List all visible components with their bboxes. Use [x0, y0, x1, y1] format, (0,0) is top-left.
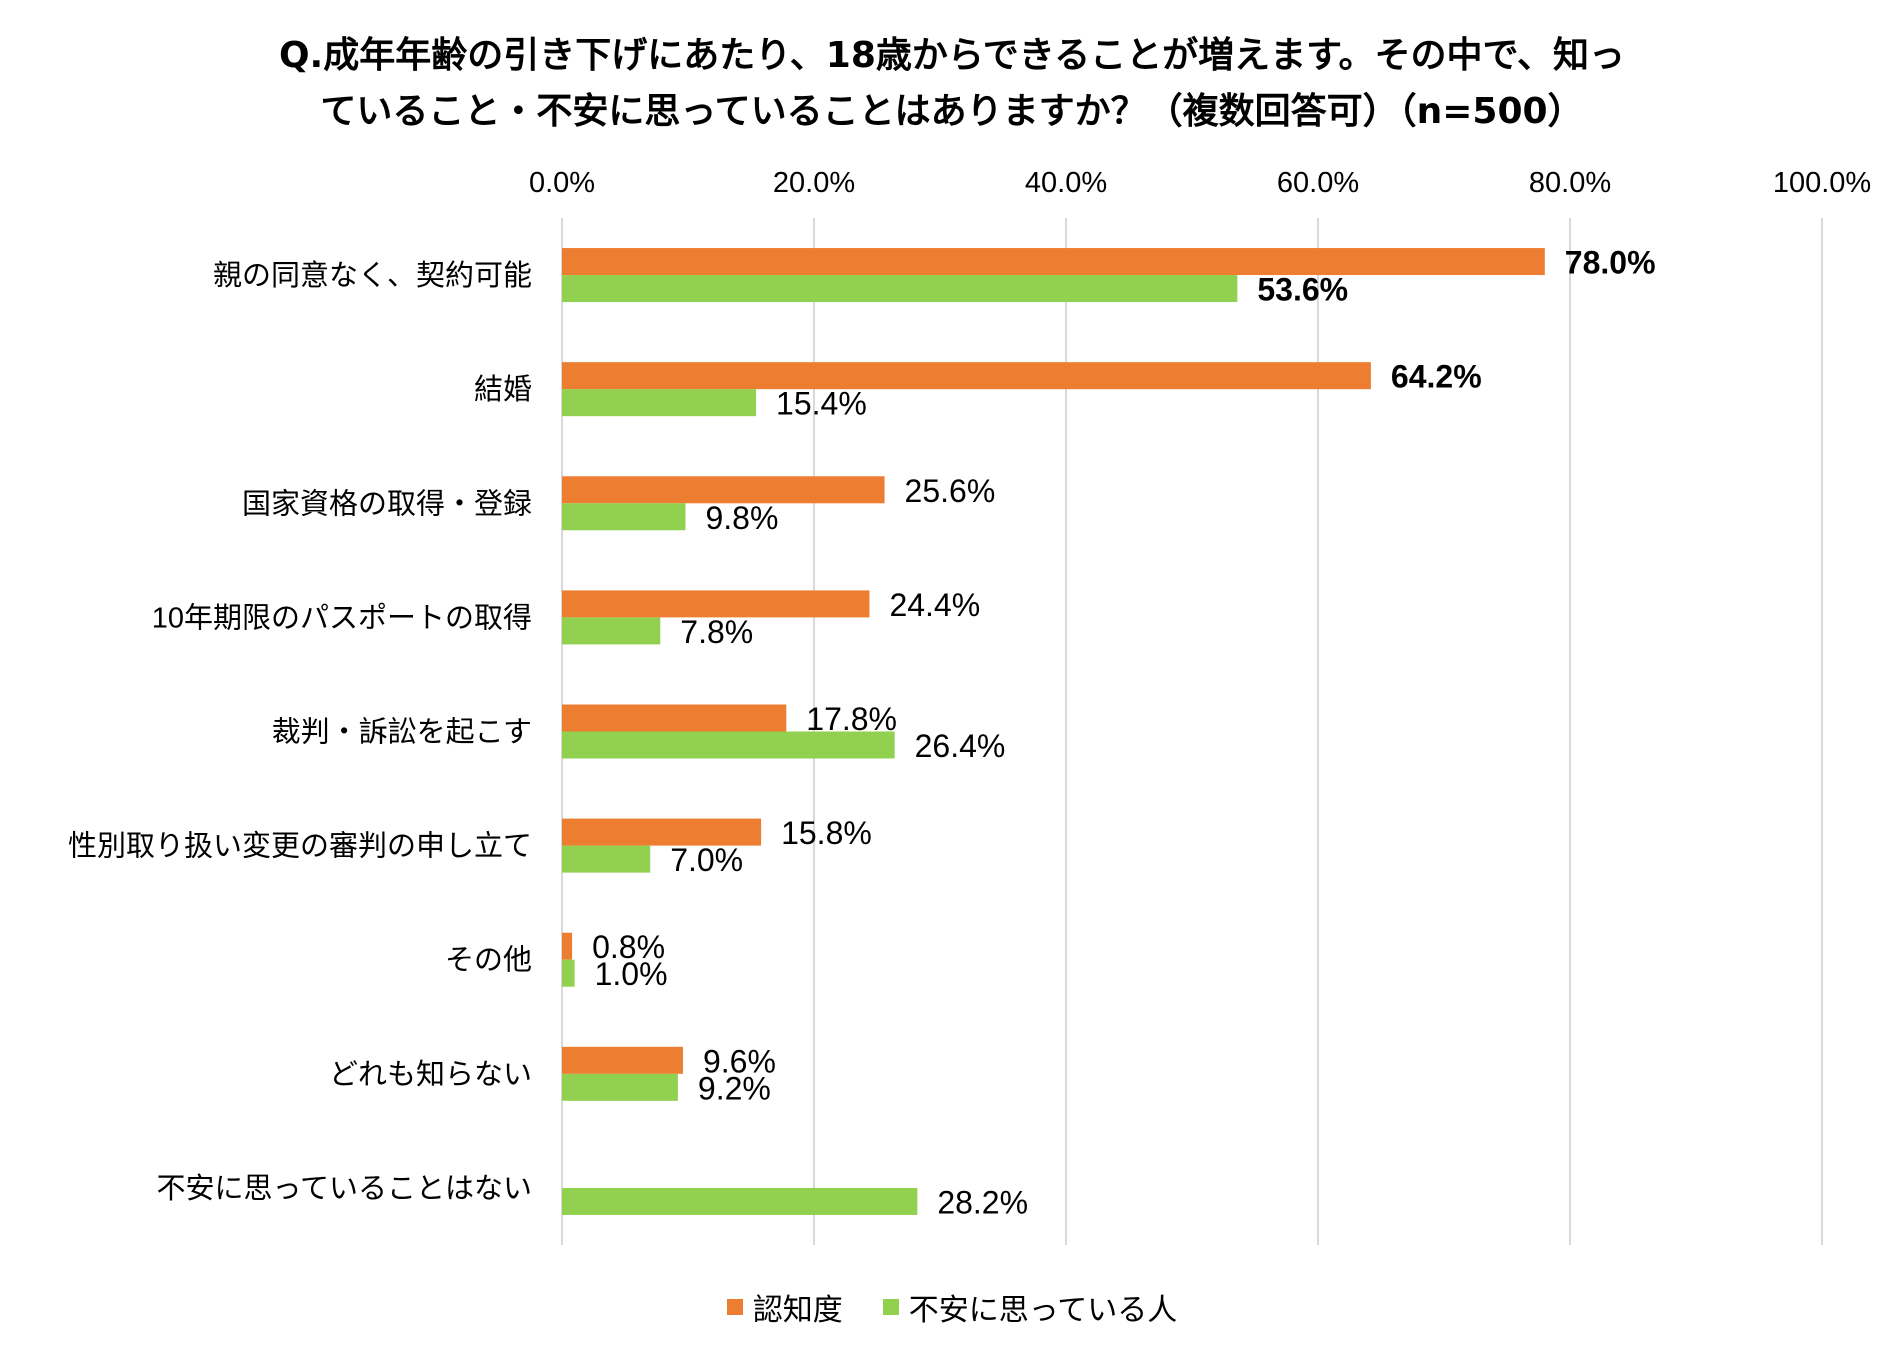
bar-awareness — [562, 248, 1545, 276]
legend-swatch-anxious — [882, 1299, 899, 1315]
bar-awareness — [562, 704, 787, 732]
bar-anxious — [562, 959, 575, 987]
bar-chart: 0.0% 20.0% 40.0% 60.0% 80.0% 100.0% 親の同意なく、契約可… — [68, 167, 1871, 1245]
x-tick-label: 60.0% — [1277, 167, 1359, 199]
bar-awareness — [562, 362, 1371, 390]
data-label-awareness: 78.0% — [1565, 245, 1656, 281]
chart-legend: 認知度 不安に思っている人 — [0, 1285, 1904, 1329]
data-label-anxious: 1.0% — [595, 956, 668, 992]
data-label-anxious: 9.2% — [698, 1070, 771, 1106]
data-label-awareness: 0.8% — [592, 929, 665, 965]
category-label: 結婚 — [474, 373, 532, 406]
data-label-awareness: 24.4% — [889, 587, 980, 623]
data-label-awareness: 15.8% — [781, 815, 872, 851]
data-label-anxious: 15.4% — [776, 386, 867, 422]
category-label: 国家資格の取得・登録 — [242, 487, 532, 520]
bar-anxious — [562, 1187, 918, 1215]
category-label: 性別取り扱い変更の審判の申し立て — [68, 830, 532, 863]
legend-item-anxious: 不安に思っている人 — [882, 1285, 1178, 1329]
legend-label-anxious: 不安に思っている人 — [908, 1293, 1178, 1328]
data-label-awareness: 64.2% — [1391, 359, 1482, 395]
category-label: 裁判・訴訟を起こす — [272, 716, 532, 749]
category-label: その他 — [445, 944, 532, 977]
bar-awareness — [562, 476, 885, 504]
bar-anxious — [562, 617, 661, 645]
bar-awareness — [562, 590, 870, 618]
x-tick-label: 100.0% — [1773, 167, 1871, 199]
data-label-anxious: 9.8% — [705, 500, 778, 536]
x-tick-label: 80.0% — [1529, 167, 1611, 199]
x-tick-label: 20.0% — [773, 167, 855, 199]
category-label: 親の同意なく、契約可能 — [213, 259, 532, 292]
data-label-anxious: 7.8% — [680, 614, 753, 650]
chart-title: Q.成年年齢の引き下げにあたり、18歳からできることが増えます。その中で、知っ … — [0, 28, 1904, 140]
category-label: 10年期限のパスポートの取得 — [152, 601, 532, 634]
bar-anxious — [562, 845, 651, 873]
bar-anxious — [562, 389, 757, 417]
bar-awareness — [562, 1046, 683, 1074]
data-label-awareness: 17.8% — [806, 701, 897, 737]
data-label-awareness: 25.6% — [905, 473, 996, 509]
category-label: どれも知らない — [329, 1058, 532, 1091]
data-label-anxious: 28.2% — [937, 1184, 1028, 1220]
data-label-anxious: 7.0% — [670, 842, 743, 878]
chart-title-line-1: Q.成年年齢の引き下げにあたり、18歳からできることが増えます。その中で、知っ — [278, 35, 1626, 76]
legend-swatch-awareness — [726, 1299, 743, 1315]
x-tick-label: 0.0% — [529, 167, 595, 199]
data-label-anxious: 53.6% — [1257, 272, 1348, 308]
data-label-anxious: 26.4% — [915, 728, 1006, 764]
data-label-awareness: 9.6% — [703, 1043, 776, 1079]
bar-awareness — [562, 932, 573, 960]
category-label: 不安に思っていることはない — [156, 1172, 532, 1205]
x-tick-label: 40.0% — [1025, 167, 1107, 199]
bar-anxious — [562, 275, 1238, 303]
chart-title-line-2: ていること・不安に思っていることはありますか？（複数回答可）（n=500） — [320, 91, 1584, 132]
bar-anxious — [562, 1073, 678, 1101]
legend-label-awareness: 認知度 — [752, 1293, 843, 1328]
bar-anxious — [562, 503, 686, 531]
bar-anxious — [562, 731, 895, 759]
bar-awareness — [562, 818, 762, 846]
legend-item-awareness: 認知度 — [726, 1285, 843, 1329]
